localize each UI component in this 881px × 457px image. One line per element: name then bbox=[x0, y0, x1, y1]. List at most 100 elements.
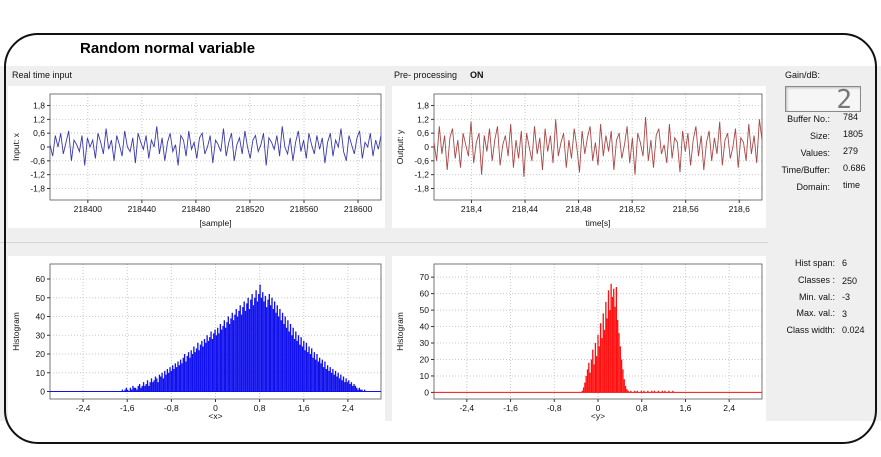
input-hist-bar bbox=[341, 380, 343, 392]
output-xtick-label: 218,52 bbox=[619, 204, 645, 214]
input-hist-bar bbox=[264, 295, 267, 392]
output-hist-bar bbox=[584, 382, 586, 393]
input-hist-bar bbox=[271, 297, 273, 392]
input-hist-bar bbox=[250, 299, 252, 392]
output-hist-ytick-label: 10 bbox=[420, 371, 430, 381]
input-hist-bar bbox=[230, 318, 232, 392]
input-hist-bar bbox=[187, 352, 190, 392]
input-histogram-plot[interactable]: -2,4 -1,6 -0,8 0 0,8 1,6 2,4 0 10 20 30 40 50 60 <x> Hi… bbox=[8, 256, 385, 421]
output-hist-bar bbox=[581, 390, 583, 393]
input-hist-bar bbox=[336, 376, 338, 392]
input-hist-bar bbox=[255, 290, 257, 392]
input-hist-bar bbox=[325, 369, 327, 392]
input-hist-bar bbox=[217, 327, 219, 392]
output-hist-bar bbox=[601, 338, 603, 393]
input-hist-bar bbox=[309, 354, 312, 392]
input-hist-bar bbox=[172, 365, 174, 392]
output-hist-bar bbox=[614, 306, 616, 393]
input-hist-ytick-label: 40 bbox=[36, 312, 46, 322]
output-signal-plot[interactable]: 218,4 218,44 218,48 218,52 218,56 218,6 1,8 1,2… bbox=[392, 86, 766, 228]
output-ytick-label: 1,8 bbox=[417, 101, 429, 111]
input-hist-bar bbox=[248, 309, 251, 392]
input-hist-bar bbox=[285, 327, 288, 392]
input-hist-bar bbox=[293, 339, 296, 392]
output-xtick-label: 218,4 bbox=[461, 204, 483, 214]
input-hist-bar bbox=[317, 361, 319, 392]
output-hist-bar bbox=[664, 390, 666, 393]
input-hist-bar bbox=[283, 324, 285, 392]
size-label: Size: bbox=[809, 131, 830, 141]
input-hist-xtick-label: -2,4 bbox=[76, 403, 91, 413]
input-hist-bar bbox=[322, 367, 325, 392]
output-hist-bar bbox=[620, 359, 623, 393]
output-hist-bar bbox=[589, 372, 591, 393]
output-hist-ytick-label: 50 bbox=[420, 305, 430, 315]
output-hist-bar bbox=[668, 390, 670, 393]
input-hist-bar bbox=[236, 316, 239, 392]
input-hist-bar bbox=[142, 382, 145, 392]
input-hist-bar bbox=[133, 387, 135, 392]
input-hist-ytick-label: 20 bbox=[36, 349, 46, 359]
buffer-no-label: Buffer No.: bbox=[787, 114, 830, 124]
input-xtick-label: 218480 bbox=[182, 204, 211, 214]
input-hist-bar bbox=[304, 350, 306, 392]
pre-processing-status[interactable]: ON bbox=[470, 70, 484, 80]
output-hist-bar bbox=[594, 343, 597, 393]
output-hist-bar bbox=[599, 323, 602, 393]
input-hist-bar bbox=[129, 387, 131, 392]
input-hist-bar bbox=[242, 307, 244, 392]
output-ytick-label: -1,8 bbox=[414, 183, 429, 193]
input-ytick-label: 0,6 bbox=[33, 128, 45, 138]
input-hist-bar bbox=[284, 316, 286, 392]
input-hist-bar bbox=[193, 346, 195, 392]
input-hist-bar bbox=[161, 372, 163, 392]
input-hist-bar bbox=[221, 329, 223, 392]
input-ytick-label: -0,6 bbox=[30, 156, 45, 166]
input-hist-bar bbox=[280, 320, 282, 392]
output-hist-bar bbox=[661, 390, 663, 393]
input-hist-bar bbox=[273, 301, 276, 392]
output-hist-bar bbox=[609, 310, 611, 393]
input-hist-bar bbox=[281, 312, 284, 392]
output-hist-bar bbox=[596, 356, 598, 393]
input-hist-bar bbox=[328, 370, 330, 392]
input-hist-bar bbox=[356, 387, 358, 392]
output-hist-bar bbox=[607, 290, 610, 393]
hist-span-value: 6 bbox=[842, 258, 848, 268]
input-hist-bar bbox=[243, 301, 245, 392]
input-hist-bar bbox=[223, 320, 225, 392]
input-hist-bar bbox=[183, 354, 186, 392]
input-ylabel: Input: x bbox=[11, 132, 21, 161]
input-hist-bar bbox=[162, 378, 165, 392]
input-hist-bar bbox=[311, 348, 313, 392]
output-histogram-plot[interactable]: -2,4 -1,6 -0,8 0 0,8 1,6 2,4 0 10 20 30 40 50 60 70 <y>… bbox=[392, 256, 766, 421]
input-hist-bar bbox=[348, 380, 350, 392]
values-value: 279 bbox=[843, 146, 859, 156]
output-xtick-label: 218,56 bbox=[673, 204, 699, 214]
output-hist-ytick-label: 0 bbox=[424, 387, 429, 397]
output-hist-bar bbox=[653, 390, 656, 393]
input-hist-bar bbox=[318, 357, 321, 392]
input-hist-bar bbox=[124, 389, 126, 392]
input-hist-bar bbox=[244, 310, 247, 392]
panel-separator bbox=[0, 242, 768, 243]
input-hist-bar bbox=[206, 335, 208, 392]
output-ytick-label: 1,2 bbox=[417, 114, 429, 124]
output-hist-bar bbox=[603, 329, 606, 393]
output-hist-bar bbox=[618, 333, 620, 393]
input-hist-bar bbox=[321, 359, 323, 392]
output-hist-ytick-label: 20 bbox=[420, 354, 430, 364]
input-hist-bar bbox=[260, 297, 263, 392]
input-hist-bar bbox=[224, 327, 227, 392]
output-hist-bar bbox=[593, 364, 595, 393]
input-signal-plot[interactable]: 218400 218440 218480 218520 218560 218600 1,8 1… bbox=[8, 86, 385, 228]
output-hist-bar bbox=[597, 334, 599, 393]
output-hist-bar bbox=[624, 385, 627, 393]
input-hist-bar bbox=[157, 382, 159, 392]
input-hist-bar bbox=[360, 389, 362, 392]
min-val-value: -3 bbox=[842, 292, 851, 302]
values-label: Values: bbox=[800, 148, 830, 158]
class-width-value: 0.024 bbox=[842, 325, 865, 335]
input-hist-bar bbox=[258, 294, 260, 392]
input-hist-bar bbox=[324, 361, 326, 392]
